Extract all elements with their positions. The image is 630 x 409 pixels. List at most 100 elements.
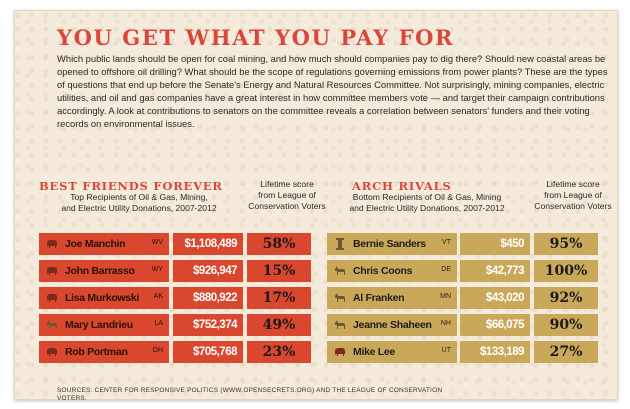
arch-rivals-row-4-name-cell: Jeanne Shaheen NH — [327, 314, 457, 336]
best-friends-row-3-score-cell: 17% — [247, 287, 311, 309]
infographic-panel: YOU GET WHAT YOU PAY FOR Which public la… — [14, 10, 618, 402]
donations-value: $1,108,489 — [184, 238, 237, 250]
best-friends-row-4-name-cell: Mary Landrieu LA — [39, 314, 169, 336]
senator-name: Al Franken — [353, 292, 405, 304]
donations-value: $66,075 — [485, 319, 525, 331]
best-friends-row-1-name-cell: Joe Manchin WV — [39, 233, 169, 255]
arch-rivals-score-header-line2: from League of — [544, 190, 602, 200]
donkey-icon — [45, 318, 65, 332]
best-friends-row-3-donations-cell: $880,922 — [173, 287, 243, 309]
arch-rivals-row-3-name-cell: Al Franken MN — [327, 287, 457, 309]
lcv-score-value: 95% — [549, 236, 583, 252]
elephant-icon — [45, 291, 65, 305]
senator-name: Lisa Murkowski — [65, 292, 139, 304]
best-friends-row-1-donations-cell: $1,108,489 — [173, 233, 243, 255]
arch-rivals-row-3-score-cell: 92% — [534, 287, 598, 309]
lcv-score-value: 17% — [262, 290, 296, 306]
donations-value: $752,374 — [193, 319, 237, 331]
arch-rivals-title: ARCH RIVALS — [352, 179, 452, 193]
headline: YOU GET WHAT YOU PAY FOR — [57, 25, 455, 50]
donations-value: $42,773 — [485, 265, 525, 277]
donkey-icon — [333, 291, 353, 305]
sources-note: SOURCES: CENTER FOR RESPONSIVE POLITICS … — [57, 387, 443, 402]
arch-rivals-row-5-name-cell: Mike Lee UT — [327, 341, 457, 363]
senator-state: NH — [440, 320, 451, 327]
arch-rivals-row-4-donations-cell: $66,075 — [460, 314, 530, 336]
lcv-score-value: 15% — [262, 263, 296, 279]
senator-name: Mary Landrieu — [65, 319, 133, 331]
senator-state: DE — [441, 266, 451, 273]
arch-rivals-row-3-donations-cell: $43,020 — [460, 287, 530, 309]
senator-state: MN — [440, 293, 451, 300]
elephant-icon — [45, 345, 65, 359]
senator-state: VT — [442, 239, 451, 246]
donkey-icon — [333, 264, 353, 278]
donkey-icon — [333, 318, 353, 332]
donations-value: $133,189 — [480, 346, 524, 358]
lcv-score-value: 92% — [549, 290, 583, 306]
senator-name: Mike Lee — [353, 346, 395, 358]
best-friends-score-header: Lifetime score from League of Conservati… — [245, 179, 329, 212]
senator-state: WV — [151, 239, 163, 246]
senator-state: OH — [152, 347, 164, 354]
senator-state: LA — [154, 320, 163, 327]
best-friends-title: BEST FRIENDS FOREVER — [39, 179, 223, 193]
independent-icon — [333, 237, 353, 251]
lcv-score-value: 58% — [262, 236, 296, 252]
arch-rivals-row-1-name-cell: Bernie Sanders VT — [327, 233, 457, 255]
best-friends-score-header-line1: Lifetime score — [260, 179, 314, 189]
arch-rivals-row-2-score-cell: 100% — [534, 260, 598, 282]
elephant-icon — [333, 345, 353, 359]
lcv-score-value: 49% — [262, 317, 296, 333]
best-friends-score-header-line3: Conservation Voters — [248, 201, 326, 211]
senator-state: AK — [153, 293, 163, 300]
best-friends-row-2-name-cell: John Barrasso WY — [39, 260, 169, 282]
lcv-score-value: 90% — [549, 317, 583, 333]
best-friends-row-5-donations-cell: $705,768 — [173, 341, 243, 363]
donations-value: $880,922 — [193, 292, 237, 304]
donations-value: $450 — [500, 238, 524, 250]
donations-value: $705,768 — [193, 346, 237, 358]
senator-name: Jeanne Shaheen — [353, 319, 432, 331]
arch-rivals-row-4-score-cell: 90% — [534, 314, 598, 336]
arch-rivals-subtitle-line2: and Electric Utility Donations, 2007-201… — [349, 203, 505, 213]
best-friends-subtitle-line1: Top Recipients of Oil & Gas, Mining, — [70, 192, 208, 202]
best-friends-row-5-name-cell: Rob Portman OH — [39, 341, 169, 363]
arch-rivals-subtitle: Bottom Recipients of Oil & Gas, Mining a… — [327, 192, 527, 214]
best-friends-subtitle: Top Recipients of Oil & Gas, Mining, and… — [39, 192, 239, 214]
senator-name: Joe Manchin — [65, 238, 126, 250]
best-friends-row-5-score-cell: 23% — [247, 341, 311, 363]
senator-state: UT — [441, 347, 451, 354]
lcv-score-value: 23% — [262, 344, 296, 360]
lcv-score-value: 100% — [544, 263, 588, 279]
arch-rivals-row-2-donations-cell: $42,773 — [460, 260, 530, 282]
best-friends-row-1-score-cell: 58% — [247, 233, 311, 255]
best-friends-score-header-line2: from League of — [258, 190, 316, 200]
intro-paragraph: Which public lands should be open for co… — [57, 53, 608, 129]
elephant-icon — [45, 264, 65, 278]
senator-name: John Barrasso — [65, 265, 135, 277]
elephant-icon — [45, 237, 65, 251]
senator-name: Bernie Sanders — [353, 238, 426, 250]
arch-rivals-score-header-line1: Lifetime score — [546, 179, 600, 189]
arch-rivals-row-5-donations-cell: $133,189 — [460, 341, 530, 363]
best-friends-row-4-score-cell: 49% — [247, 314, 311, 336]
lcv-score-value: 27% — [549, 344, 583, 360]
arch-rivals-score-header-line3: Conservation Voters — [534, 201, 612, 211]
arch-rivals-score-header: Lifetime score from League of Conservati… — [531, 179, 615, 212]
best-friends-row-4-donations-cell: $752,374 — [173, 314, 243, 336]
arch-rivals-row-2-name-cell: Chris Coons DE — [327, 260, 457, 282]
best-friends-subtitle-line2: and Electric Utility Donations, 2007-201… — [61, 203, 217, 213]
best-friends-row-2-donations-cell: $926,947 — [173, 260, 243, 282]
best-friends-row-3-name-cell: Lisa Murkowski AK — [39, 287, 169, 309]
senator-name: Chris Coons — [353, 265, 413, 277]
best-friends-row-2-score-cell: 15% — [247, 260, 311, 282]
arch-rivals-subtitle-line1: Bottom Recipients of Oil & Gas, Mining — [352, 192, 502, 202]
arch-rivals-row-1-donations-cell: $450 — [460, 233, 530, 255]
arch-rivals-row-1-score-cell: 95% — [534, 233, 598, 255]
senator-name: Rob Portman — [65, 346, 128, 358]
senator-state: WY — [151, 266, 163, 273]
donations-value: $43,020 — [485, 292, 525, 304]
donations-value: $926,947 — [193, 265, 237, 277]
arch-rivals-row-5-score-cell: 27% — [534, 341, 598, 363]
